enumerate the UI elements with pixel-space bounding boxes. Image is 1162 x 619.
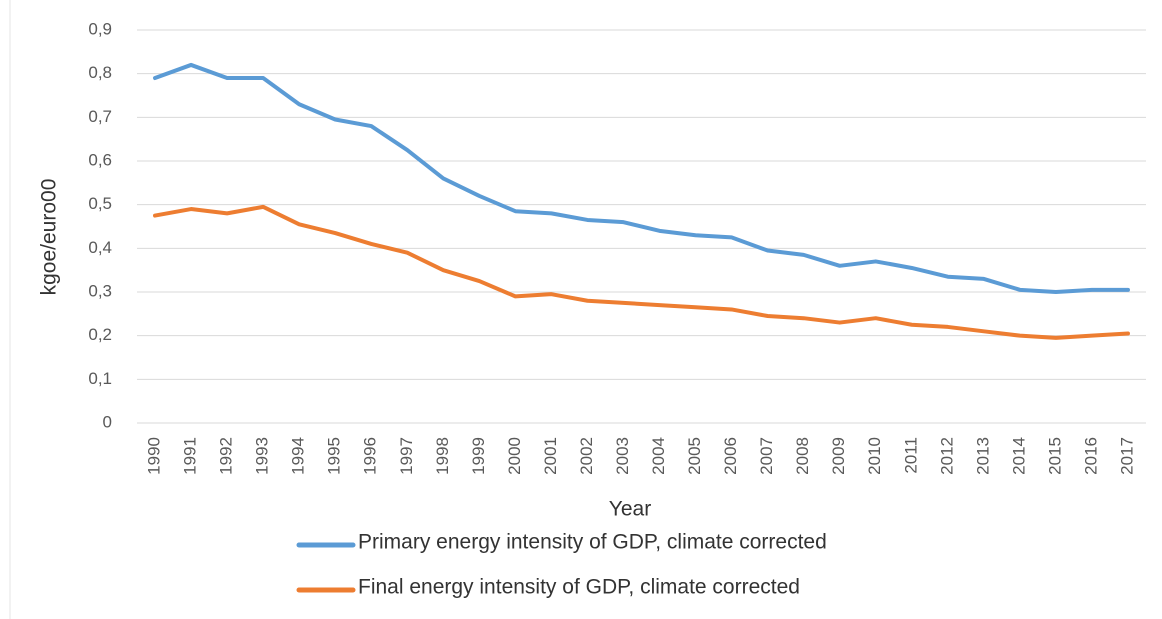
x-tick-label: 1990 (145, 437, 164, 475)
series-line (153, 204, 1130, 340)
x-tick-label: 1995 (325, 437, 344, 475)
legend-label: Final energy intensity of GDP, climate c… (358, 576, 800, 599)
x-tick-label: 2000 (505, 437, 524, 475)
x-tick-label: 2001 (541, 437, 560, 475)
x-tick-label: 2008 (793, 437, 812, 475)
y-tick-label: 0,6 (88, 150, 112, 169)
x-tick-label: 2005 (685, 437, 704, 475)
x-tick-label: 1996 (361, 437, 380, 475)
x-tick-label: 1998 (433, 437, 452, 475)
y-axis-label: kgoe/euro00 (38, 179, 61, 296)
x-tick-label: 1994 (289, 437, 308, 475)
x-axis-label: Year (609, 498, 651, 521)
y-tick-label: 0 (103, 412, 112, 431)
x-tick-label: 2014 (1009, 437, 1028, 475)
y-tick-label: 0,3 (88, 281, 112, 300)
x-tick-label: 2012 (937, 437, 956, 475)
series-line (153, 62, 1130, 294)
y-tick-label: 0,1 (88, 369, 112, 388)
x-tick-label: 2017 (1117, 437, 1136, 475)
x-tick-label: 2009 (829, 437, 848, 475)
legend-label: Primary energy intensity of GDP, climate… (358, 531, 827, 554)
x-tick-label: 1992 (217, 437, 236, 475)
x-tick-label: 1997 (397, 437, 416, 475)
x-tick-label: 2004 (649, 437, 668, 475)
x-tick-label: 2002 (577, 437, 596, 475)
x-tick-label: 2003 (613, 437, 632, 475)
x-tick-label: 2016 (1081, 437, 1100, 475)
x-tick-label: 2011 (901, 437, 920, 474)
x-tick-label: 2013 (973, 437, 992, 475)
x-tick-label: 2010 (865, 437, 884, 475)
y-tick-label: 0,9 (88, 19, 112, 38)
y-tick-label: 0,2 (88, 325, 112, 344)
y-tick-label: 0,7 (88, 107, 112, 126)
y-tick-label: 0,5 (88, 194, 112, 213)
x-tick-label: 2007 (757, 437, 776, 475)
x-tick-label: 2015 (1045, 437, 1064, 475)
x-tick-label: 1991 (181, 437, 200, 475)
x-tick-label: 1999 (469, 437, 488, 475)
x-tick-label: 1993 (253, 437, 272, 475)
x-tick-label: 2006 (721, 437, 740, 475)
y-tick-label: 0,8 (88, 63, 112, 82)
y-tick-label: 0,4 (88, 238, 112, 257)
